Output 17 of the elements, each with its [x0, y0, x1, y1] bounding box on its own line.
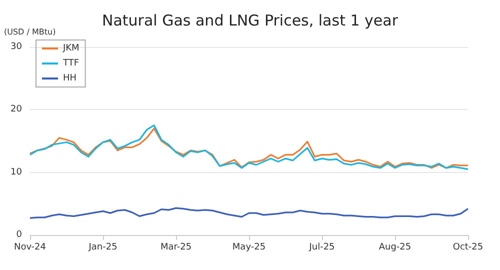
- x-tick-label: Aug-25: [378, 242, 412, 252]
- y-tick-label: 20: [10, 104, 22, 115]
- x-tick-label: Jan-25: [88, 242, 118, 252]
- line-series: [29, 207, 469, 219]
- legend-label: HH: [63, 74, 77, 84]
- legend-label: TTF: [62, 58, 80, 68]
- y-tick-label: 0: [16, 230, 22, 240]
- x-tick-label: May-25: [232, 242, 266, 252]
- x-tick-label: Mar-25: [160, 242, 192, 252]
- x-tick-label: Oct-25: [452, 242, 484, 252]
- x-tick-label: Nov-24: [14, 242, 46, 252]
- legend-label: JKM: [62, 44, 80, 54]
- y-tick-label: 30: [10, 42, 22, 52]
- x-tick-label: Jul-25: [308, 242, 335, 252]
- y-tick-label: 10: [10, 167, 22, 178]
- chart-title: Natural Gas and LNG Prices, last 1 year: [102, 12, 399, 30]
- y-axis-title: (USD / MBtu): [4, 28, 56, 36]
